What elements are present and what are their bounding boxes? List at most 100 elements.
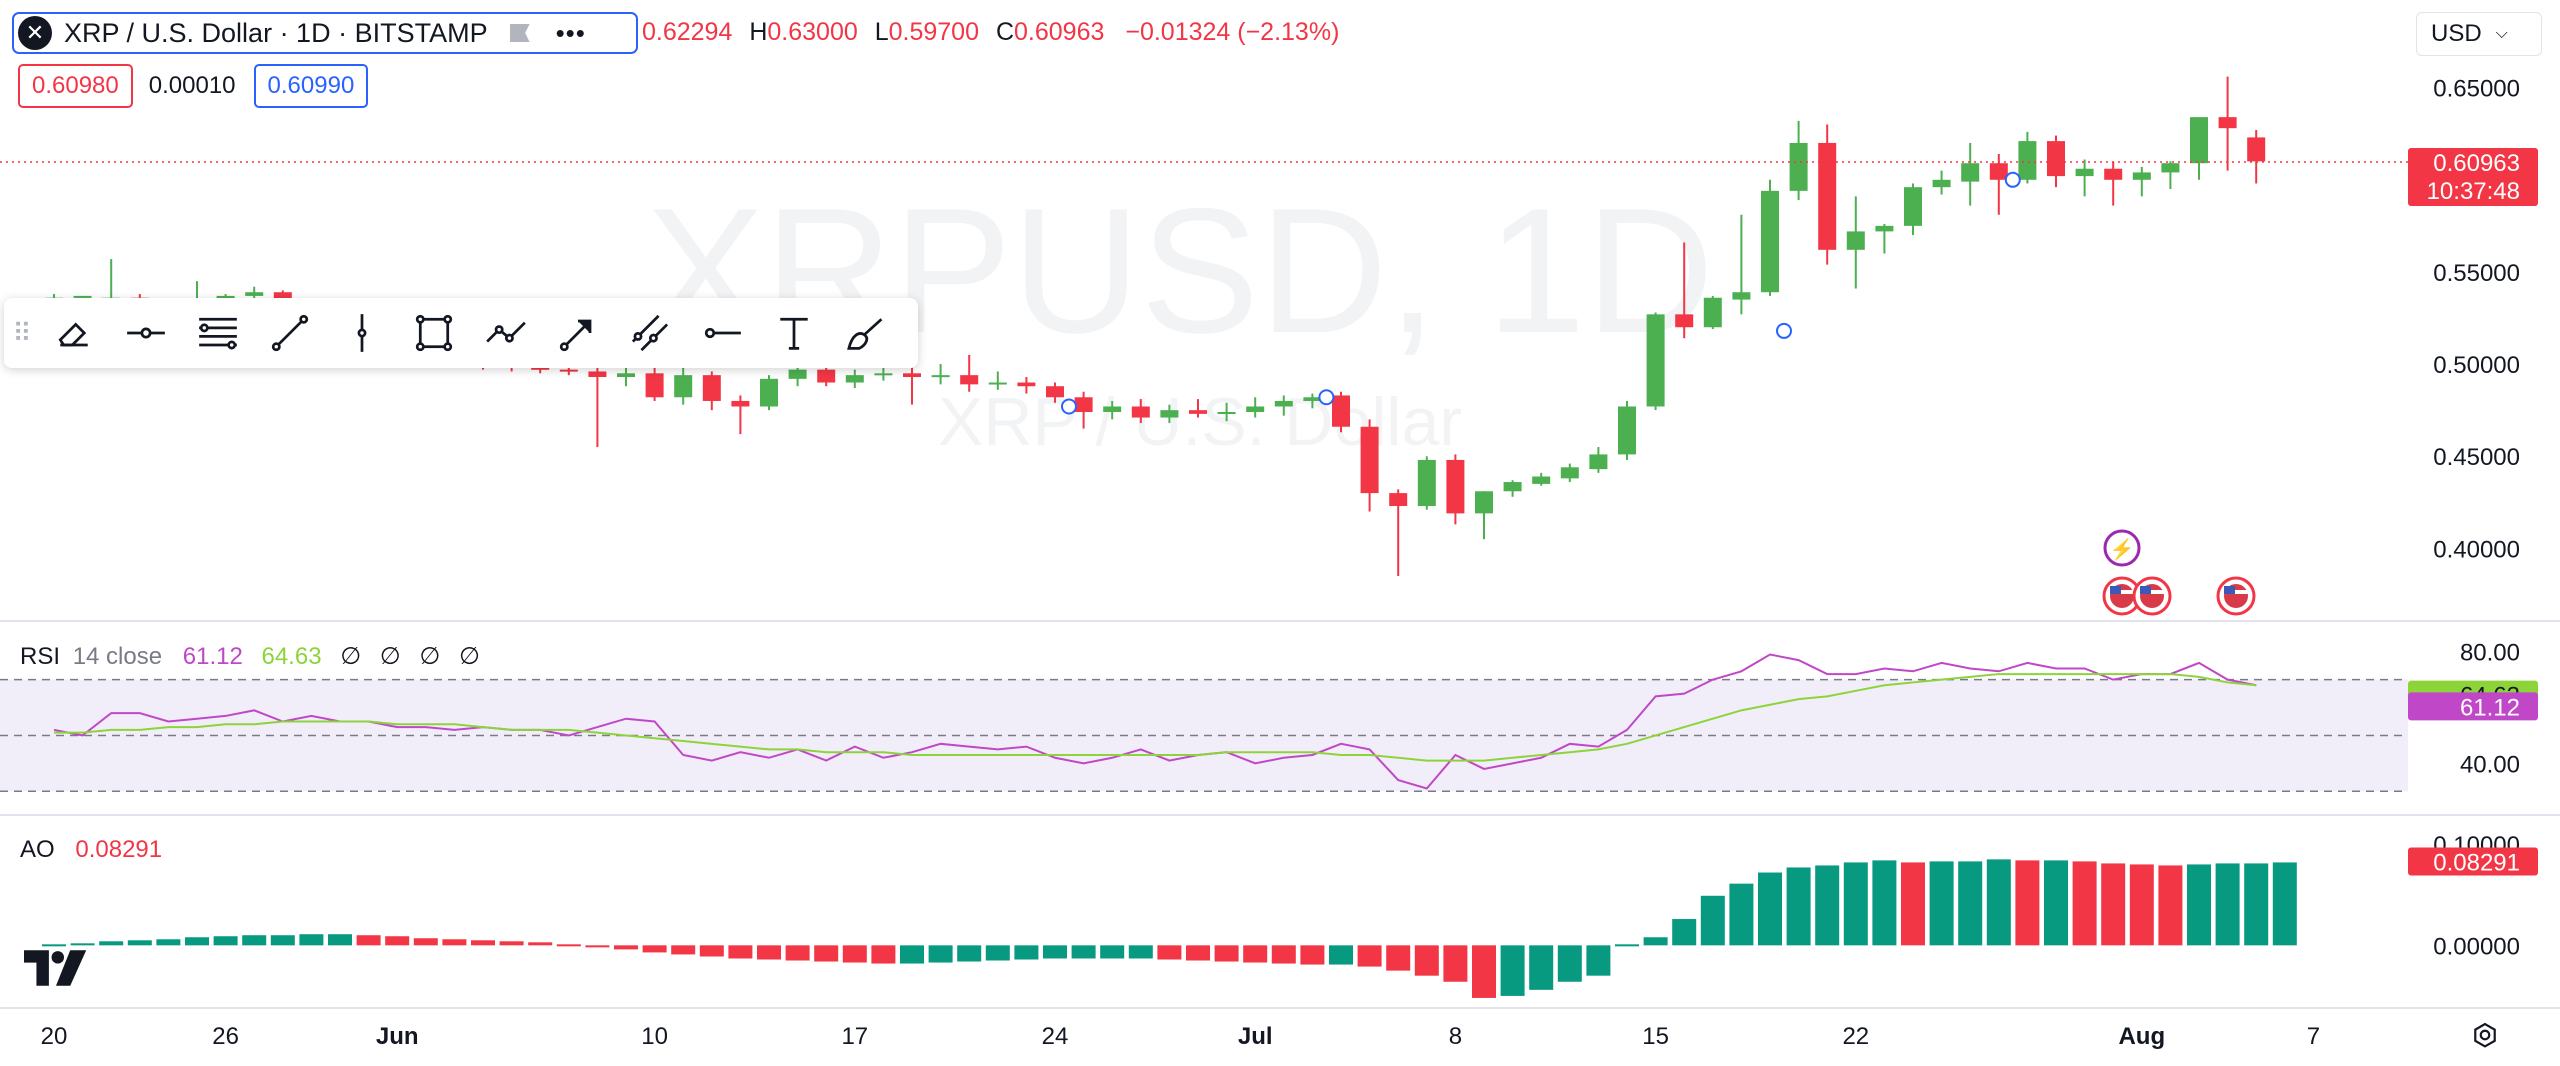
ao-bar <box>785 945 810 961</box>
price-axis-label: 0.50000 <box>2433 352 2520 379</box>
ray-icon[interactable] <box>686 301 758 365</box>
parallel-channel-icon[interactable] <box>614 301 686 365</box>
fib-retracement-icon[interactable] <box>182 301 254 365</box>
candle-body <box>1246 406 1265 413</box>
brush-icon[interactable] <box>830 301 902 365</box>
candle-body <box>1675 314 1694 328</box>
ao-bar <box>1271 945 1296 964</box>
more-icon[interactable]: ••• <box>555 18 586 48</box>
rectangle-icon[interactable] <box>398 301 470 365</box>
rsi-ma-value: 64.63 <box>261 643 322 670</box>
candle-body <box>1475 491 1493 514</box>
tradingview-logo-icon[interactable] <box>24 950 88 986</box>
ao-bar <box>585 945 610 948</box>
ao-bar <box>413 938 438 946</box>
drag-handle-icon[interactable]: ⠿ <box>12 317 31 348</box>
ao-bar <box>42 944 66 947</box>
ao-bar <box>2015 860 2040 946</box>
sell-button[interactable]: 0.60980 <box>18 64 133 108</box>
candle-body <box>903 373 921 377</box>
ao-legend[interactable]: AO 0.08291 <box>20 836 162 864</box>
eraser-icon[interactable] <box>38 301 110 365</box>
text-icon[interactable] <box>758 301 830 365</box>
candle-body <box>1131 406 1150 418</box>
ao-badge-label: 0.08291 <box>2433 849 2520 876</box>
rsi-badge <box>2408 692 2538 721</box>
rsi-ma-line <box>54 673 2257 762</box>
vertical-line-icon[interactable] <box>326 301 398 365</box>
ao-name: AO <box>20 836 55 863</box>
low-label: L <box>874 18 889 46</box>
candle-body <box>988 382 1007 385</box>
ao-bar <box>1529 945 1554 990</box>
candle-body <box>1875 225 1894 232</box>
ao-bar <box>642 945 667 953</box>
us-flag-stripe <box>2224 590 2248 594</box>
ao-bar <box>328 934 352 946</box>
gear-icon[interactable] <box>2468 1018 2502 1052</box>
ao-bar <box>928 945 953 963</box>
candle-body <box>702 375 721 401</box>
horizontal-ray-icon[interactable] <box>110 301 182 365</box>
ao-bar <box>299 934 324 946</box>
path-icon[interactable] <box>470 301 542 365</box>
trend-line-icon[interactable] <box>254 301 326 365</box>
us-flag-canton <box>2110 586 2121 594</box>
ao-bar <box>1071 945 1096 959</box>
candle-body <box>817 369 836 383</box>
ao-bar <box>671 945 696 955</box>
ao-bar <box>1786 867 1811 946</box>
ao-bar <box>1243 945 1268 963</box>
candle-body <box>2047 141 2065 177</box>
ao-bar <box>2272 862 2297 946</box>
candle-body <box>760 378 778 407</box>
ao-bar <box>213 936 238 946</box>
candle-body <box>1274 400 1293 407</box>
time-axis-label: 22 <box>1842 1023 1869 1050</box>
candle-body <box>245 292 264 296</box>
candle-body <box>1732 292 1751 300</box>
candle-body <box>1761 190 1779 293</box>
ao-bar <box>528 942 553 946</box>
price-axis-label: 0.55000 <box>2433 260 2520 287</box>
candle-body <box>1818 142 1837 250</box>
candle-body <box>1446 459 1465 514</box>
candle-body <box>1904 187 1922 226</box>
ao-bar <box>1557 945 1582 982</box>
ao-bar <box>728 945 753 959</box>
candle-body <box>1789 142 1808 191</box>
candle-body <box>1303 397 1322 401</box>
currency-select[interactable]: USD ⌵ <box>2416 12 2542 56</box>
ao-bar <box>1443 945 1468 982</box>
ao-badge <box>2408 847 2538 876</box>
time-axis-label: 17 <box>841 1023 868 1050</box>
candle-body <box>1932 179 1951 188</box>
ao-bar <box>442 939 467 946</box>
rsi-legend[interactable]: RSI 14 close 61.12 64.63 ∅ ∅ ∅ ∅ <box>20 642 486 671</box>
time-axis-label: Jun <box>376 1023 419 1050</box>
last-price-badge <box>2408 148 2538 207</box>
time-axis-label: Aug <box>2118 1023 2165 1050</box>
ao-bar <box>2158 865 2183 946</box>
arrow-icon[interactable] <box>542 301 614 365</box>
buy-button[interactable]: 0.60990 <box>253 64 369 108</box>
ao-bar <box>757 945 781 960</box>
rsi-axis-label: 80.00 <box>2460 640 2520 667</box>
open-value: 0.62294 <box>642 18 733 46</box>
candle-body <box>2075 168 2094 177</box>
ao-bar <box>2244 863 2269 946</box>
candle-body <box>1217 412 1236 415</box>
ao-bar <box>556 944 581 947</box>
flag-icon[interactable] <box>509 24 530 42</box>
candle-body <box>2247 137 2266 162</box>
us-flag-canton <box>2224 586 2235 594</box>
event-marker-icon <box>1776 322 1792 339</box>
candle-body <box>1560 467 1579 479</box>
ao-bar <box>1214 945 1239 962</box>
ao-bar <box>1901 862 1925 946</box>
candle-body <box>645 373 664 398</box>
symbol-search-box[interactable]: ✕ XRP / U.S. Dollar · 1D · BITSTAMP ••• <box>12 12 638 54</box>
low-value: 0.59700 <box>888 18 979 46</box>
symbol-title[interactable]: XRP / U.S. Dollar · 1D · BITSTAMP <box>64 17 488 48</box>
